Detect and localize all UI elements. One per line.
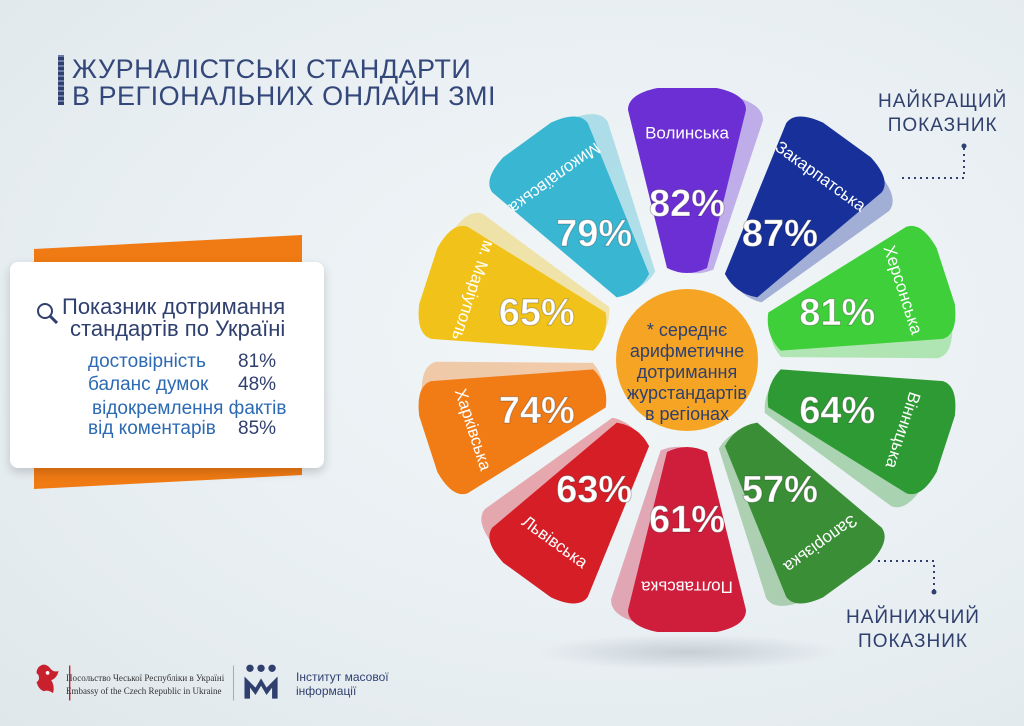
- petal-value-label: 87%: [742, 213, 818, 255]
- petal-7: 63%Львівська: [481, 417, 650, 604]
- petal-5: 57%Запорізька: [718, 422, 885, 606]
- petal-bar: [418, 225, 607, 351]
- card-row-balance: баланс думок 48%: [88, 374, 276, 396]
- petal-value-label: 82%: [649, 183, 725, 225]
- center-note-line: * середнє: [646, 320, 728, 340]
- petal-bar: [767, 225, 956, 351]
- chart-floor-shadow: [538, 634, 838, 670]
- card-row-reliability: достовірність 81%: [88, 351, 276, 373]
- petal-bar: [628, 447, 746, 632]
- worst-label-line-2: ПОКАЗНИК: [858, 631, 968, 652]
- petal-bar: [418, 369, 607, 495]
- petal-3: 81% Херсонська: [767, 225, 956, 359]
- petal-bar: [767, 369, 956, 495]
- row-label: баланс думок: [88, 374, 209, 395]
- center-circle: [616, 289, 758, 431]
- card-row-separation-2: від коментарів 85%: [88, 418, 276, 440]
- petal-value-label: 74%: [499, 390, 575, 432]
- center-note-line: арифметичне: [629, 341, 745, 361]
- imi-caption-line-1: Інститут масової: [296, 670, 389, 684]
- row-value: 81%: [238, 351, 277, 372]
- petal-6: 61% Полтавська: [611, 446, 746, 632]
- center-note-line: дотримання: [636, 362, 738, 382]
- petal-4: 64% Вінницька: [764, 369, 956, 508]
- footer-logos: [36, 664, 278, 701]
- petal-value-label: 64%: [799, 390, 875, 432]
- petal-value-label: 57%: [742, 469, 818, 511]
- worst-label-line-1: НАЙНИЖЧИЙ: [846, 607, 980, 628]
- petal-value-label: 63%: [556, 469, 632, 511]
- best-marker: [900, 143, 967, 179]
- imi-logo-icon: [244, 664, 278, 699]
- petal-bar: [489, 116, 650, 298]
- title-accent-bar: [58, 55, 64, 105]
- page-title: ЖУРНАЛІСТСЬКІ СТАНДАРТИ В РЕГІОНАЛЬНИХ О…: [72, 56, 496, 110]
- best-indicator-label: НАЙКРАЩИЙ ПОКАЗНИК: [878, 90, 1007, 138]
- embassy-caption-en: Embassy of the Czech Republic in Ukraine: [66, 686, 222, 696]
- petal-10: 79%Миколаївська: [489, 114, 656, 298]
- petal-bar: [628, 88, 746, 273]
- petal-9: 65%м. Маріуполь: [418, 212, 610, 351]
- card-row-separation-1: відокремлення фактів: [92, 398, 286, 420]
- best-label-line-2: ПОКАЗНИК: [887, 115, 998, 136]
- petal-region-label: Полтавська: [641, 578, 733, 597]
- worst-marker: [878, 560, 937, 595]
- center-note: * середнє арифметичне дотримання журстан…: [612, 320, 762, 425]
- petal-2: 87%Закарпатська: [724, 116, 893, 303]
- petal-8: 74%Харківська: [418, 361, 607, 495]
- imi-caption-line-2: інформації: [296, 684, 357, 698]
- card-title-line-2: стандартів по Україні: [70, 316, 286, 341]
- petal-value-label: 79%: [556, 213, 632, 255]
- petal-bar: [724, 116, 885, 298]
- row-value: 48%: [238, 374, 277, 395]
- card-title-line-1: Показник дотримання: [62, 294, 286, 319]
- row-label: достовірність: [88, 351, 206, 372]
- czech-lion-emblem-icon: [36, 664, 59, 694]
- embassy-caption-ua: Посольство Чеської Республіки в Україні: [66, 673, 225, 683]
- center-note-line: журстандартів: [627, 383, 747, 403]
- title-line-1: ЖУРНАЛІСТСЬКІ СТАНДАРТИ: [72, 54, 472, 84]
- best-label-line-1: НАЙКРАЩИЙ: [878, 91, 1008, 112]
- petal-bar: [724, 422, 885, 604]
- ukraine-summary-card: [10, 262, 324, 468]
- imi-caption: Інститут масової інформації: [296, 670, 389, 698]
- row-label: від коментарів: [88, 418, 216, 439]
- petal-region-label: Волинська: [645, 123, 729, 142]
- petal-1: 82% Волинська: [628, 88, 763, 274]
- title-line-2: В РЕГІОНАЛЬНИХ ОНЛАЙН ЗМІ: [72, 81, 497, 111]
- worst-indicator-label: НАЙНИЖЧИЙ ПОКАЗНИК: [846, 606, 980, 654]
- row-value: 85%: [238, 418, 277, 439]
- row-label: відокремлення фактів: [92, 398, 287, 419]
- petal-value-label: 81%: [799, 292, 875, 334]
- petal-bar: [489, 422, 650, 604]
- embassy-caption: Посольство Чеської Республіки в Україні …: [66, 672, 224, 698]
- magnifier-icon: [37, 303, 58, 324]
- center-note-line: в регіонах: [644, 404, 730, 424]
- petal-value-label: 65%: [499, 292, 575, 334]
- petal-value-label: 61%: [649, 499, 725, 541]
